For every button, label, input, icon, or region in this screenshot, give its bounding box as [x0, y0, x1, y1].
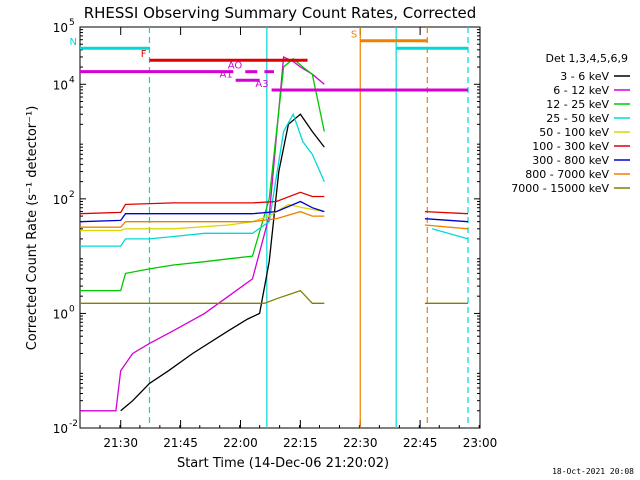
series-layer: [79, 56, 469, 412]
series-line: [79, 200, 325, 223]
legend-label: 800 - 7000 keV: [525, 168, 609, 181]
x-tick-label: 22:00: [223, 436, 258, 450]
attenuator-bar-label: A1: [219, 69, 232, 80]
legend-label: 100 - 300 keV: [532, 140, 609, 153]
y-tick-exponent: 5: [69, 18, 75, 28]
y-tick-exponent: -2: [69, 419, 78, 429]
y-tick-exponent: 0: [69, 304, 75, 314]
series-line: [80, 210, 325, 228]
legend-label: 300 - 800 keV: [532, 154, 609, 167]
legend-title: Det 1,3,4,5,6,9: [545, 52, 628, 65]
series-line: [80, 112, 325, 247]
x-tick-label: 22:45: [403, 436, 438, 450]
series-line: [424, 210, 469, 215]
series-line: [80, 203, 325, 232]
x-tick-label: 23:00: [463, 436, 498, 450]
footer-timestamp: 18-Oct-2021 20:08: [552, 467, 634, 476]
plot-frame: [79, 26, 481, 429]
attenuator-bar-label: AO: [228, 61, 243, 72]
attenuator-bar-label: N: [70, 37, 77, 48]
y-tick-label: 10: [53, 193, 68, 207]
x-tick-label: 22:30: [343, 436, 378, 450]
attenuator-bar-label: S: [351, 30, 357, 41]
series-line: [80, 289, 325, 304]
series-line: [80, 57, 325, 292]
series-line: [120, 113, 325, 412]
series-line: [424, 224, 469, 230]
legend-label: 7000 - 15000 keV: [511, 182, 609, 195]
legend-label: 12 - 25 keV: [546, 98, 609, 111]
legend-label: 25 - 50 keV: [546, 112, 609, 125]
y-axis-label: Corrected Count Rate (s⁻¹ detector⁻¹): [25, 106, 40, 351]
x-tick-label: 21:45: [163, 436, 198, 450]
x-tick-label: 21:30: [103, 436, 138, 450]
y-tick-exponent: 4: [69, 75, 75, 85]
legend-label: 50 - 100 keV: [539, 126, 609, 139]
chart-title: RHESSI Observing Summary Count Rates, Co…: [84, 4, 477, 22]
attenuator-bar-label: A3: [255, 79, 268, 90]
legend-label: 6 - 12 keV: [553, 84, 609, 97]
y-axis-ticks: 10 -210 010 210 410 5: [53, 18, 480, 436]
y-tick-label: 10: [53, 307, 68, 321]
legend-label: 3 - 6 keV: [560, 70, 609, 83]
series-line: [79, 191, 325, 215]
y-tick-exponent: 2: [69, 190, 75, 200]
x-axis-label: Start Time (14-Dec-06 21:20:02): [177, 456, 389, 471]
series-line: [424, 218, 469, 223]
attenuator-bar-label: F: [141, 49, 147, 60]
x-tick-label: 22:15: [283, 436, 318, 450]
series-line: [80, 56, 325, 412]
y-tick-label: 10: [53, 21, 68, 35]
y-tick-label: 10: [53, 78, 68, 92]
series-line: [431, 228, 469, 240]
y-tick-label: 10: [53, 422, 68, 436]
